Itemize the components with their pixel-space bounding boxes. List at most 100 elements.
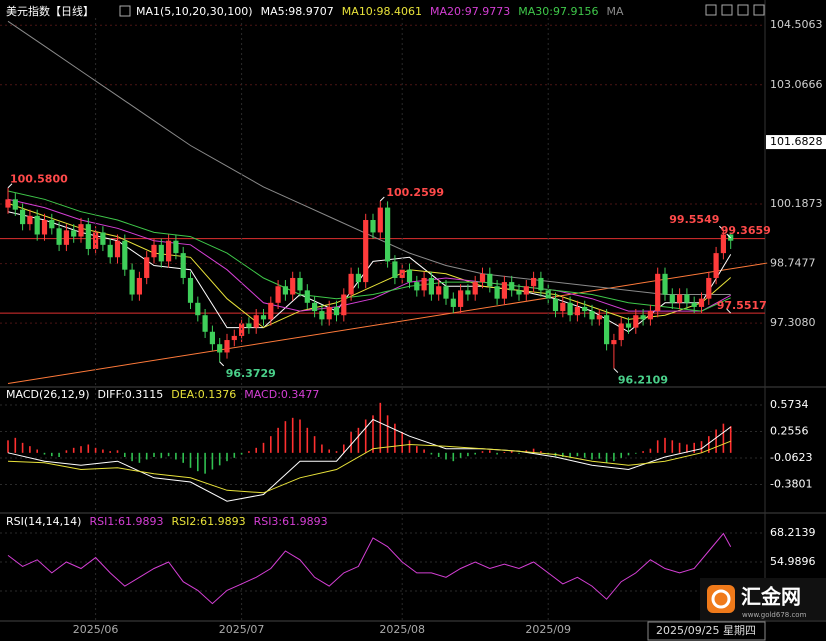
candle-body bbox=[202, 315, 208, 332]
candle-body bbox=[414, 282, 420, 291]
candle-body bbox=[494, 286, 500, 299]
y-tick-label: 97.3080 bbox=[770, 316, 816, 329]
legend-entry: MA30:97.9156 bbox=[518, 5, 598, 18]
candle-body bbox=[706, 277, 712, 299]
candle-body bbox=[560, 302, 566, 312]
candle-body bbox=[49, 220, 55, 229]
candle-body bbox=[487, 273, 493, 287]
candle-body bbox=[63, 230, 69, 245]
candle-body bbox=[180, 253, 186, 278]
candle-body bbox=[618, 323, 624, 341]
y-tick-label: 100.1873 bbox=[770, 197, 823, 210]
candle-body bbox=[625, 323, 632, 328]
candle-body bbox=[691, 302, 697, 307]
candle-body bbox=[589, 311, 595, 320]
last-price-box bbox=[766, 135, 826, 150]
candle-body bbox=[129, 269, 135, 295]
legend-entry: MA10:98.4061 bbox=[342, 5, 422, 18]
candle-body bbox=[78, 224, 84, 237]
candle-body bbox=[385, 207, 391, 262]
candle-body bbox=[640, 315, 646, 320]
candle-body bbox=[20, 209, 26, 225]
annotation: 96.2109 bbox=[618, 374, 668, 387]
candle-body bbox=[509, 282, 515, 291]
y-tick-label: 0.2556 bbox=[770, 425, 809, 438]
candle-body bbox=[5, 199, 11, 208]
candle-body bbox=[100, 232, 106, 245]
candle-body bbox=[363, 220, 369, 283]
legend-entry: RSI(14,14,14) bbox=[6, 515, 81, 528]
legend-entry: DIFF:0.3115 bbox=[98, 388, 164, 401]
candle-body bbox=[406, 269, 413, 283]
annotation: 99.3659 bbox=[721, 224, 771, 237]
candle-body bbox=[669, 294, 675, 303]
candle-body bbox=[158, 244, 164, 262]
candle-body bbox=[34, 215, 40, 235]
legend-entry: DEA:0.1376 bbox=[171, 388, 236, 401]
logo-name: 汇金网 bbox=[741, 585, 801, 609]
date-box bbox=[647, 621, 766, 641]
candle-body bbox=[501, 282, 507, 299]
candle-body bbox=[428, 277, 434, 295]
y-tick-label: 68.2139 bbox=[770, 526, 816, 539]
logo-url: www.gold678.com bbox=[742, 611, 807, 619]
y-tick-label: 104.5063 bbox=[770, 18, 823, 31]
candle-body bbox=[516, 290, 522, 295]
icon[interactable] bbox=[721, 4, 733, 16]
candle-body bbox=[611, 340, 617, 345]
candle-body bbox=[275, 286, 281, 303]
candle-body bbox=[713, 253, 719, 278]
trendline bbox=[7, 262, 768, 385]
candle-body bbox=[41, 220, 48, 235]
icon[interactable] bbox=[705, 4, 717, 16]
y-tick-label: 103.0666 bbox=[770, 78, 823, 91]
icon[interactable] bbox=[119, 5, 131, 17]
toolbar-icons[interactable] bbox=[119, 4, 765, 17]
candle-body bbox=[633, 315, 639, 328]
candle-body bbox=[538, 277, 544, 291]
candle-body bbox=[319, 311, 325, 320]
icon[interactable] bbox=[737, 4, 749, 16]
candle-body bbox=[56, 228, 62, 245]
candle-body bbox=[122, 240, 128, 270]
candle-body bbox=[370, 220, 376, 233]
candle-body bbox=[326, 306, 332, 320]
annotation-marker bbox=[726, 308, 732, 314]
candle-body bbox=[574, 306, 580, 316]
candle-body bbox=[341, 294, 347, 316]
candle-body bbox=[472, 282, 478, 295]
annotation: 100.2599 bbox=[386, 186, 444, 199]
candle-body bbox=[297, 277, 303, 291]
candle-body bbox=[246, 323, 252, 328]
annotation-marker bbox=[613, 368, 619, 373]
annotation: 96.3729 bbox=[226, 367, 276, 380]
annotation: 99.5549 bbox=[669, 213, 719, 226]
moving-average bbox=[7, 211, 732, 333]
y-tick-label: -0.0623 bbox=[770, 451, 812, 464]
candle-body bbox=[27, 215, 33, 225]
candle-body bbox=[195, 302, 201, 316]
icon[interactable] bbox=[753, 4, 765, 16]
candle-body bbox=[421, 277, 427, 291]
last-price-label: 101.6828 bbox=[770, 135, 823, 148]
candle-body bbox=[85, 224, 91, 249]
candle-body bbox=[436, 286, 442, 295]
candle-body bbox=[582, 306, 588, 312]
candle-body bbox=[304, 290, 310, 303]
legend-entry: RSI2:61.9893 bbox=[172, 515, 246, 528]
moving-average bbox=[7, 198, 731, 312]
candle-body bbox=[93, 232, 99, 249]
annotation-marker bbox=[726, 233, 732, 239]
macd-line bbox=[7, 440, 731, 494]
candle-body bbox=[217, 344, 223, 353]
candle-body bbox=[567, 302, 573, 316]
annotation-marker bbox=[379, 196, 385, 202]
candle-body bbox=[136, 277, 142, 295]
x-tick-label: 2025/08 bbox=[379, 623, 425, 636]
candle-body bbox=[12, 199, 18, 210]
moving-average bbox=[7, 202, 732, 329]
macd-line bbox=[7, 418, 731, 502]
candle-body bbox=[720, 234, 726, 254]
candle-body bbox=[268, 302, 274, 320]
